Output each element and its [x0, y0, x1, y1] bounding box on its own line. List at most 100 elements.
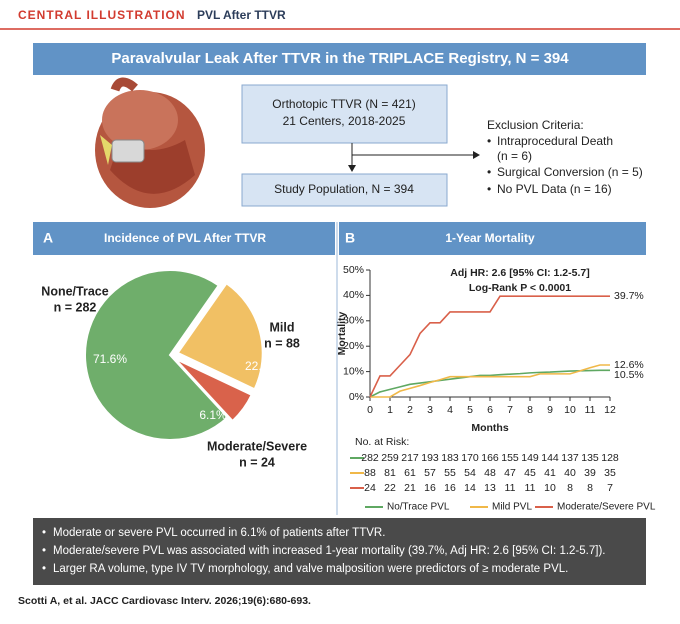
legend-label: No/Trace PVL [387, 502, 450, 513]
risk-cell: 11 [505, 482, 516, 494]
x-tick-label: 1 [387, 404, 393, 416]
category-label: None/Trace [41, 284, 108, 298]
y-tick-label: 20% [343, 340, 364, 352]
risk-cell: 39 [584, 467, 596, 479]
y-tick-label: 50% [343, 264, 364, 276]
y-axis-label: Mortality [336, 311, 348, 355]
risk-cell: 88 [364, 467, 376, 479]
risk-cell: 41 [544, 467, 556, 479]
x-tick-label: 0 [367, 404, 373, 416]
risk-cell: 10 [544, 482, 556, 494]
risk-cell: 135 [581, 452, 599, 464]
risk-title: No. at Risk: [355, 436, 409, 448]
pie-slice [174, 357, 254, 423]
risk-cell: 217 [401, 452, 419, 464]
category-note: n = 282 [54, 300, 97, 314]
x-tick-label: 9 [547, 404, 553, 416]
banner-title: Paravalvular Leak After TTVR in the TRIP… [111, 50, 569, 67]
risk-cell: 282 [361, 452, 379, 464]
risk-cell: 55 [444, 467, 456, 479]
x-tick-label: 8 [527, 404, 533, 416]
annotation: Adj HR: 2.6 [95% CI: 1.2-5.7] [450, 267, 589, 279]
summary-box [33, 518, 646, 585]
flow-arrow-head [348, 165, 356, 172]
risk-cell: 45 [524, 467, 536, 479]
risk-cell: 47 [504, 467, 516, 479]
y-tick-label: 30% [343, 315, 364, 327]
category-note: n = 24 [239, 455, 275, 469]
flow-box [241, 84, 448, 144]
risk-cell: 149 [521, 452, 539, 464]
risk-cell: 259 [381, 452, 399, 464]
risk-cell: 54 [464, 467, 476, 479]
risk-cell: 16 [444, 482, 456, 494]
end-label: 10.5% [614, 369, 644, 381]
panel-label: A [43, 230, 53, 246]
bullet: • [487, 134, 491, 148]
x-tick-label: 3 [427, 404, 433, 416]
risk-cell: 155 [501, 452, 519, 464]
bullet: • [42, 545, 46, 557]
x-tick-label: 11 [585, 404, 596, 416]
risk-cell: 40 [564, 467, 576, 479]
risk-cell: 8 [567, 482, 573, 494]
summary-item: Larger RA volume, type IV TV morphology,… [53, 563, 568, 575]
flow-text: Study Population, N = 394 [274, 182, 414, 196]
exclusion-item: No PVL Data (n = 16) [497, 182, 612, 196]
survival-curve [369, 295, 610, 398]
value-label: 6.1% [199, 408, 227, 422]
risk-cell: 13 [484, 482, 496, 494]
y-tick-label: 40% [343, 289, 364, 301]
header-label: CENTRAL ILLUSTRATION [18, 8, 186, 22]
exclusion-title: Exclusion Criteria: [487, 118, 584, 132]
survival-curve [369, 369, 610, 398]
banner [33, 43, 646, 75]
annotation: Log-Rank P < 0.0001 [469, 282, 571, 294]
risk-cell: 183 [441, 452, 459, 464]
exclusion-item: Intraprocedural Death [497, 134, 613, 148]
header-topic: PVL After TTVR [197, 8, 286, 22]
value-label: 22.3% [245, 359, 279, 373]
summary-item: Moderate or severe PVL occurred in 6.1% … [53, 527, 385, 539]
x-tick-label: 10 [564, 404, 576, 416]
risk-cell: 35 [604, 467, 616, 479]
risk-cell: 22 [384, 482, 396, 494]
x-tick-label: 5 [467, 404, 473, 416]
panel-header [339, 222, 646, 255]
pie-slice [176, 281, 264, 391]
risk-cell: 128 [601, 452, 619, 464]
citation: Scotti A, et al. JACC Cardiovasc Interv.… [18, 595, 311, 607]
flow-arrow-head [473, 151, 480, 159]
bullet: • [42, 527, 46, 539]
risk-cell: 7 [607, 482, 613, 494]
risk-cell: 144 [541, 452, 559, 464]
risk-cell: 166 [481, 452, 499, 464]
risk-cell: 193 [421, 452, 439, 464]
x-tick-label: 6 [487, 404, 493, 416]
risk-cell: 8 [587, 482, 593, 494]
bullet: • [487, 182, 491, 196]
legend-label: Mild PVL [492, 502, 532, 513]
exclusion-item: (n = 6) [497, 149, 532, 163]
legend-label: Moderate/Severe PVL [557, 502, 656, 513]
x-tick-label: 2 [407, 404, 413, 416]
category-label: Mild [270, 320, 295, 334]
category-label: Moderate/Severe [207, 439, 307, 453]
panel-header [33, 222, 335, 255]
risk-cell: 137 [561, 452, 579, 464]
end-label: 39.7% [614, 290, 644, 302]
risk-cell: 24 [364, 482, 376, 494]
flow-text: Orthotopic TTVR (N = 421) [272, 97, 416, 111]
x-axis-label: Months [471, 422, 508, 434]
heart-illustration [95, 77, 205, 208]
x-tick-label: 4 [447, 404, 453, 416]
risk-cell: 14 [464, 482, 476, 494]
y-tick-label: 10% [343, 365, 364, 377]
panel-label: B [345, 230, 355, 246]
end-label: 12.6% [614, 359, 644, 371]
risk-cell: 81 [384, 467, 396, 479]
panel-title: Incidence of PVL After TTVR [104, 231, 266, 245]
x-tick-label: 12 [604, 404, 616, 416]
